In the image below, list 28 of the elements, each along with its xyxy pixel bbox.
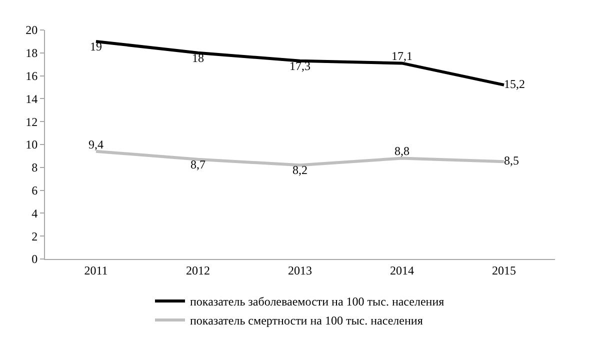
y-tick-label: 14 xyxy=(26,92,38,106)
legend-label: показатель смертности на 100 тыс. населения xyxy=(190,314,424,328)
y-tick-label: 20 xyxy=(26,23,38,38)
y-tick-label: 18 xyxy=(26,46,38,60)
y-tick-label: 0 xyxy=(32,252,38,266)
y-tick-label: 4 xyxy=(32,206,38,220)
y-tick-label: 12 xyxy=(26,114,38,129)
data-label: 8,7 xyxy=(190,157,206,172)
data-label: 17,1 xyxy=(392,49,412,64)
data-label: 19 xyxy=(90,39,102,54)
y-tick-label: 8 xyxy=(32,160,38,175)
x-tick-label: 2011 xyxy=(84,263,108,278)
data-label: 17,3 xyxy=(290,58,310,73)
y-tick-label: 6 xyxy=(32,184,38,198)
legend-label: показатель заболеваемости на 100 тыс. населения xyxy=(190,294,445,309)
data-label: 9,4 xyxy=(88,137,104,152)
data-label: 8,5 xyxy=(504,154,519,168)
x-tick-label: 2013 xyxy=(288,263,312,278)
y-tick-label: 16 xyxy=(26,69,38,83)
data-label: 18 xyxy=(192,50,204,65)
x-tick-label: 2012 xyxy=(186,263,210,278)
data-label: 8,2 xyxy=(292,163,308,178)
y-tick-label: 2 xyxy=(32,229,38,244)
data-label: 8,8 xyxy=(394,144,410,158)
data-label: 15,2 xyxy=(504,76,525,91)
y-tick-label: 10 xyxy=(26,138,38,152)
x-tick-label: 2015 xyxy=(492,263,516,278)
x-tick-label: 2014 xyxy=(390,263,414,278)
